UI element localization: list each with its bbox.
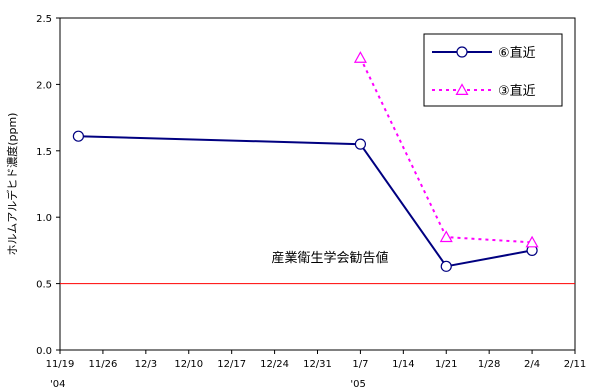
y-tick-label: 1.5 [36, 147, 52, 158]
reference-line-label: 産業衛生学会勧告値 [271, 250, 388, 266]
series-line [78, 135, 533, 268]
data-point [72, 130, 84, 142]
x-tick-label: 12/24 [260, 359, 289, 370]
x-tick-label: 1/28 [478, 359, 500, 370]
legend-label: ⑥直近 [498, 46, 536, 61]
x-tick-label: 2/11 [564, 359, 586, 370]
x-tick-label: 11/26 [89, 359, 118, 370]
legend-box [423, 33, 563, 107]
year-label: '05 [350, 379, 365, 390]
legend-marker [455, 83, 469, 96]
x-tick-label: 12/31 [303, 359, 332, 370]
y-tick-label: 0.5 [36, 280, 52, 291]
data-point [354, 138, 367, 150]
x-tick-label: 1/14 [392, 359, 414, 370]
y-tick-label: 1.0 [36, 213, 52, 224]
data-point [353, 51, 367, 63]
x-tick-label: 1/21 [435, 359, 457, 370]
legend-label: ③直近 [498, 84, 536, 99]
y-tick-label: 2.5 [36, 14, 52, 25]
x-tick-label: 12/10 [174, 359, 203, 370]
legend-marker [456, 46, 468, 58]
data-point [525, 235, 539, 248]
year-label: '04 [50, 379, 65, 390]
data-point [440, 260, 452, 272]
x-tick-label: 11/19 [46, 359, 75, 370]
y-tick-label: 2.0 [36, 80, 52, 91]
x-tick-label: 12/17 [217, 359, 246, 370]
y-tick-label: 0.0 [36, 346, 52, 357]
y-axis-label: ホルムアルデヒド濃度(ppm) [5, 113, 19, 256]
legend: ⑥直近 ③直近 [423, 33, 563, 107]
data-point [439, 230, 453, 243]
x-tick-label: 1/7 [352, 359, 368, 370]
x-tick-label: 12/3 [135, 359, 157, 370]
x-tick-label: 2/4 [524, 359, 540, 370]
